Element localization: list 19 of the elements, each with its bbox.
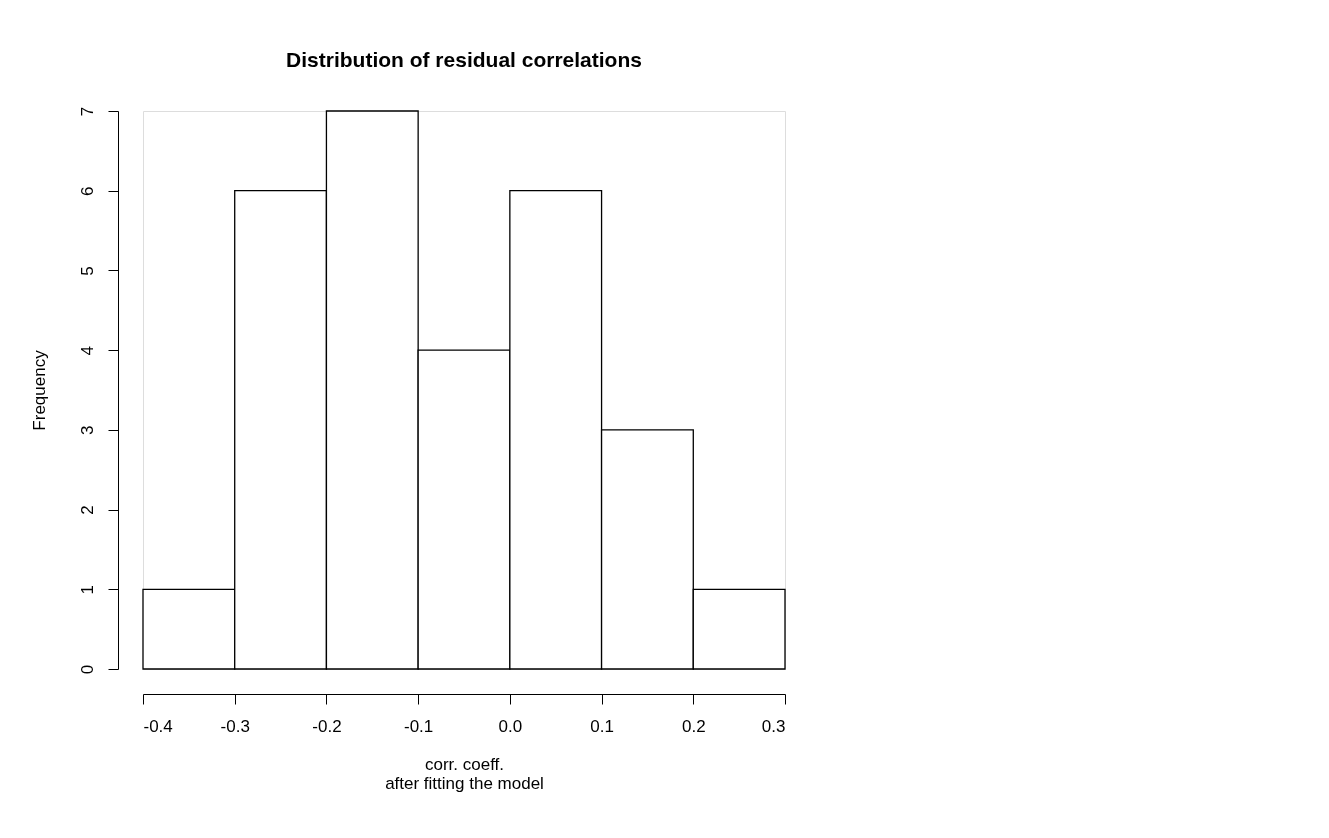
x-tick-label: -0.3 bbox=[220, 716, 250, 736]
x-tick-label: 0.2 bbox=[681, 716, 706, 736]
y-axis-title: Frequency bbox=[29, 349, 49, 431]
x-tick-label: 0.1 bbox=[590, 716, 614, 736]
x-axis-title: corr. coeff. after fitting the model bbox=[385, 754, 544, 793]
y-tick-label: 3 bbox=[77, 425, 97, 436]
y-tick-label: 0 bbox=[77, 664, 97, 675]
y-tick-label: 1 bbox=[77, 585, 97, 595]
chart-title: Distribution of residual correlations bbox=[286, 48, 642, 72]
x-tick-label: 0.3 bbox=[761, 716, 786, 736]
x-tick-label: 0.0 bbox=[498, 716, 523, 736]
y-tick-label: 6 bbox=[77, 186, 97, 196]
y-tick-label: 7 bbox=[77, 106, 97, 117]
y-tick-label: 2 bbox=[77, 505, 97, 515]
x-tick-label: -0.1 bbox=[403, 716, 434, 736]
y-tick-label: 4 bbox=[77, 345, 97, 356]
x-tick-label: -0.2 bbox=[312, 716, 342, 736]
x-tick-label: -0.4 bbox=[143, 716, 173, 736]
y-tick-label: 5 bbox=[77, 266, 97, 276]
